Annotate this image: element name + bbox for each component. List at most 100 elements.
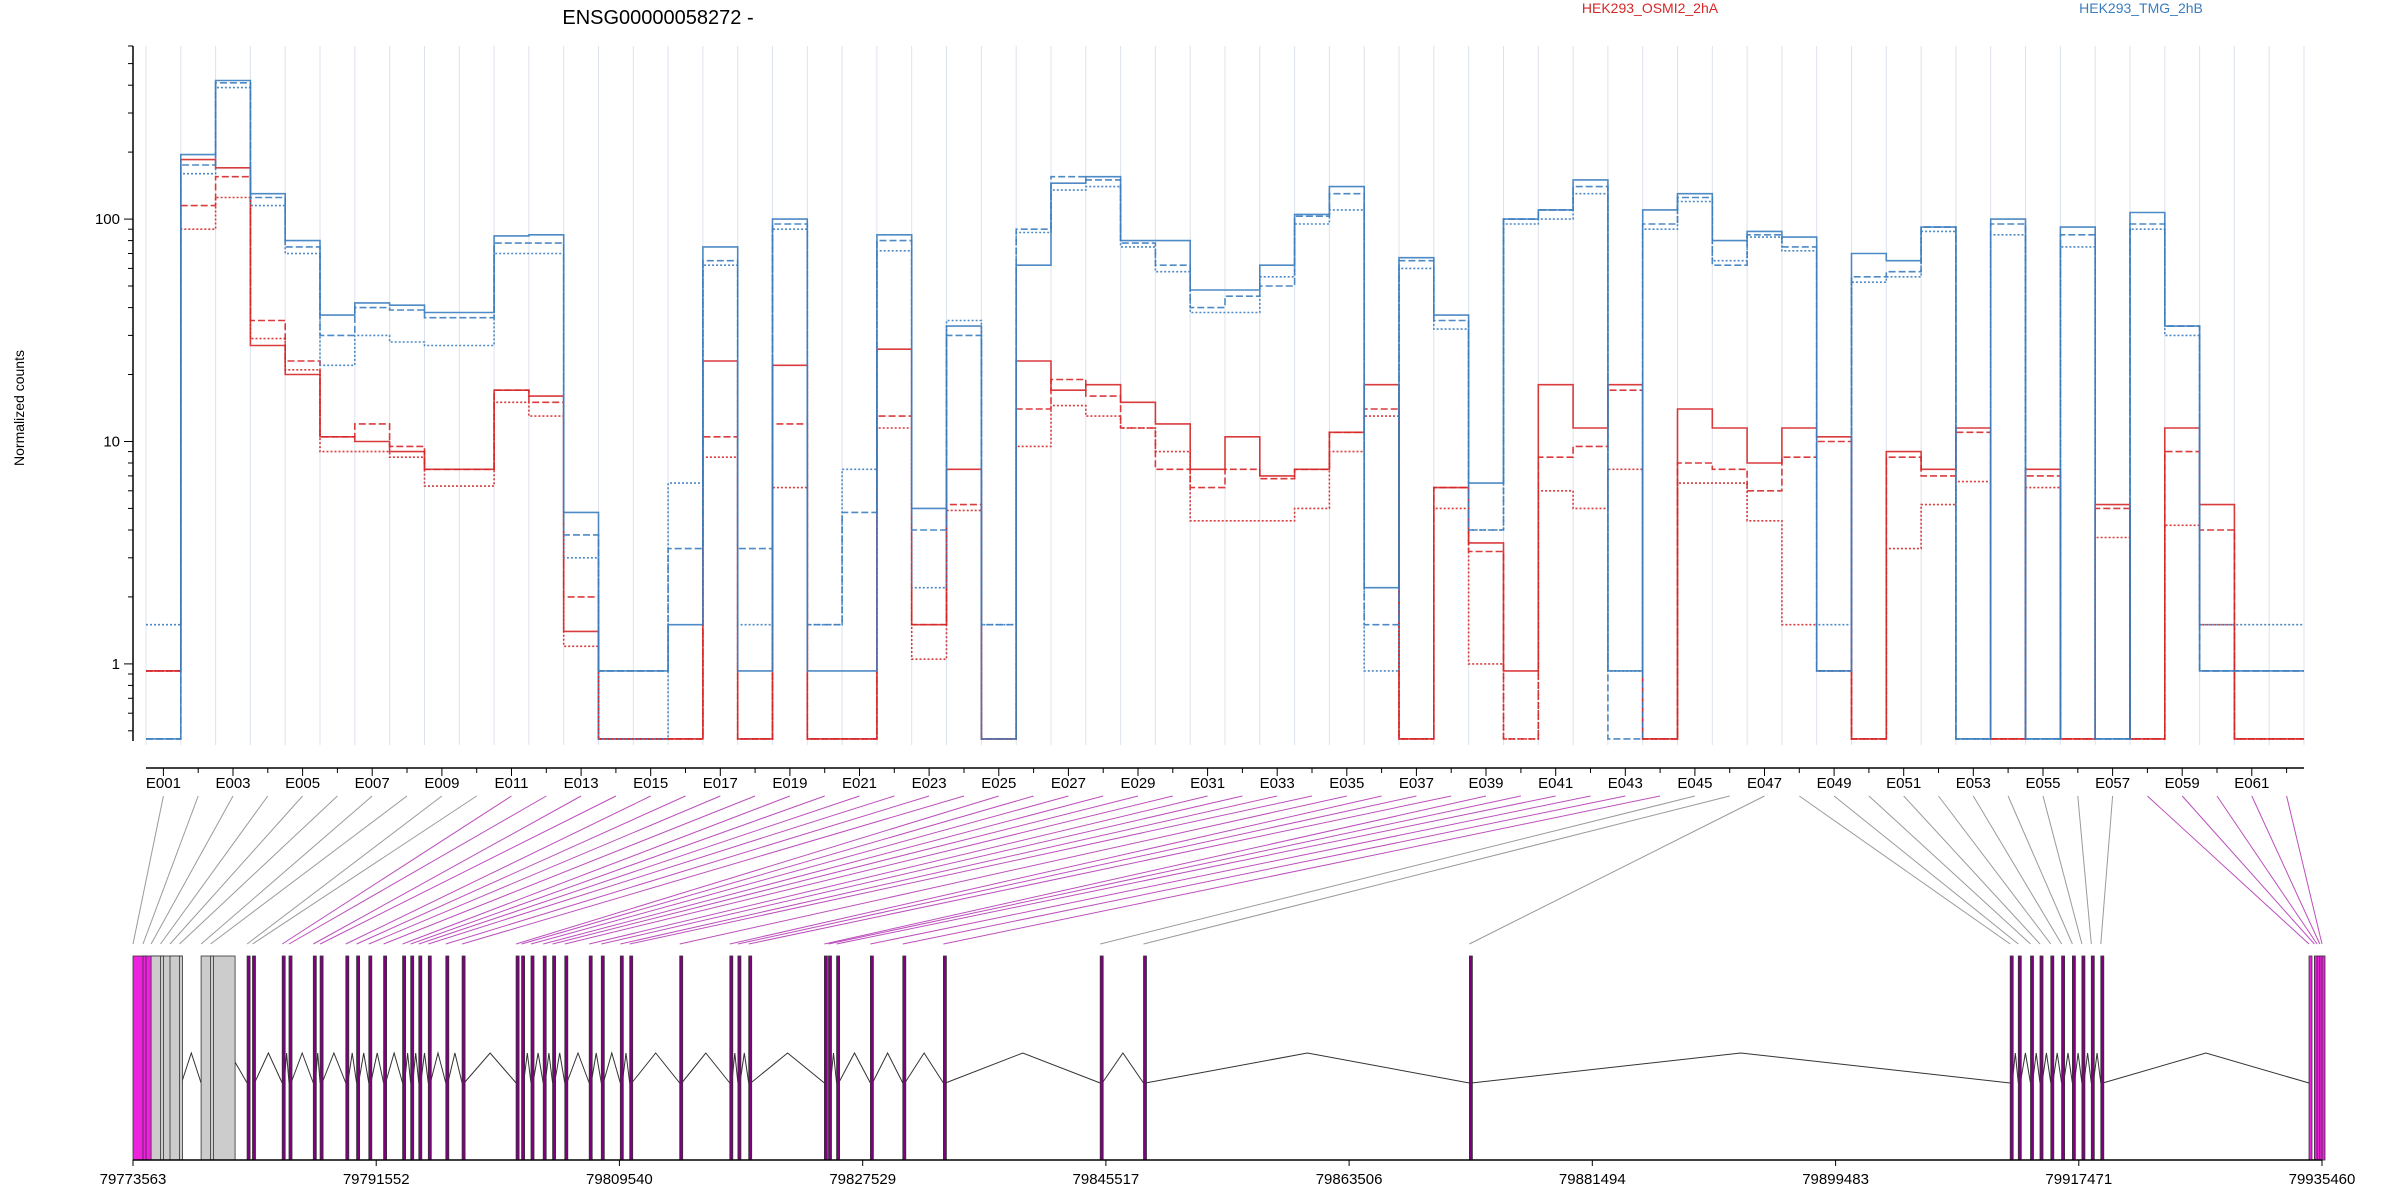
exon-tick-label: E009 (424, 775, 459, 792)
genomic-tick-label: 79827529 (829, 1171, 896, 1188)
exon-block (552, 955, 556, 1161)
exon-connector (210, 795, 408, 945)
genomic-tick-label: 79935460 (2289, 1171, 2356, 1188)
exon-connector (1143, 795, 1730, 945)
exon-block (345, 955, 350, 1161)
exon-connector (288, 795, 547, 945)
exon-connector (142, 795, 199, 945)
exon-connector (902, 795, 1626, 945)
exon-block (588, 955, 593, 1161)
intron-line (254, 1051, 283, 1084)
y-tick-label: 100 (95, 211, 120, 228)
intron-line (290, 1051, 314, 1084)
exon-block (427, 955, 432, 1161)
exon-tick-label: E013 (564, 775, 599, 792)
series-lines (146, 79, 2304, 740)
intron-line (532, 1052, 544, 1084)
exon-connectors (132, 795, 2323, 945)
exon-block (2061, 955, 2066, 1161)
y-axis: 1 10 100 (95, 45, 134, 741)
exon-block (600, 955, 605, 1161)
legend-osmi: HEK293_OSMI2_2hA (1582, 0, 1719, 16)
exon-connector (319, 795, 617, 945)
exon-block (515, 955, 520, 1161)
exon-block (2039, 955, 2044, 1161)
intron-line (590, 1052, 602, 1084)
y-tick-label: 10 (103, 434, 120, 451)
exon-block (2009, 955, 2014, 1161)
exon-connector (543, 795, 1104, 945)
exon-tick-label: E015 (633, 775, 668, 792)
intron-line (750, 1052, 825, 1084)
exon-block (521, 955, 525, 1161)
exon-block (445, 955, 450, 1161)
exon-connector (428, 795, 895, 945)
exon-connector (356, 795, 686, 945)
intron-line (1145, 1052, 1470, 1084)
gene-model (132, 955, 2326, 1161)
exon-block (210, 955, 215, 1161)
genomic-tick-label: 79809540 (586, 1171, 653, 1188)
intron-line (358, 1052, 370, 1084)
exon-connector (281, 795, 512, 945)
exon-connector (521, 795, 1034, 945)
exon-tick-label: E011 (495, 775, 529, 792)
exon-tick-label: E005 (285, 775, 320, 792)
intron-line (602, 1051, 621, 1084)
exon-block (1469, 955, 1473, 1161)
exon-block (679, 955, 684, 1161)
exon-connector (461, 795, 965, 945)
exon-tick-label: E023 (912, 775, 947, 792)
exon-block (729, 955, 734, 1161)
exon-tick-label: E025 (981, 775, 1016, 792)
exon-tick-label: E007 (355, 775, 390, 792)
grid-lines (145, 46, 2305, 745)
intron-line (2041, 1052, 2052, 1084)
exon-connector (2007, 795, 2073, 945)
exon-connector (620, 795, 1278, 945)
exon-connector (589, 795, 1208, 945)
exon-block (288, 955, 293, 1161)
intron-line (681, 1052, 731, 1084)
exon-connector (2077, 795, 2092, 945)
exon-tick-label: E003 (215, 775, 250, 792)
exon-block (418, 955, 423, 1161)
exon-block (356, 955, 361, 1161)
exon-block (312, 955, 317, 1161)
exon-tick-label: E033 (1260, 775, 1295, 792)
exon-connector (836, 795, 1556, 945)
exon-tick-label: E021 (842, 775, 877, 792)
exon-connector (679, 795, 1347, 945)
intron-line (1101, 1052, 1144, 1084)
intron-line (429, 1051, 447, 1084)
exon-block (402, 955, 407, 1161)
exon-connector (1469, 795, 1765, 945)
genomic-tick-label: 79845517 (1073, 1171, 1140, 1188)
exon-connector (824, 795, 1487, 945)
exon-block (252, 955, 256, 1161)
exon-block (2071, 955, 2076, 1161)
intron-line (2063, 1052, 2073, 1084)
exon-connector (729, 795, 1382, 945)
exon-connector (246, 795, 443, 945)
exon-block (2050, 955, 2055, 1161)
exon-block (629, 955, 634, 1161)
exon-block (319, 955, 324, 1161)
exon-connector (2181, 795, 2315, 945)
exon-block (828, 955, 832, 1161)
exon-tick-label: E019 (772, 775, 807, 792)
exon-block (943, 955, 947, 1161)
exon-tick-label: E043 (1608, 775, 1643, 792)
exon-block (619, 955, 624, 1161)
intron-line (945, 1052, 1101, 1084)
exon-connector (629, 795, 1313, 945)
exon-connector (2147, 795, 2310, 945)
exon-connector (2216, 795, 2318, 945)
exon-connector (1833, 795, 2019, 945)
exon-connector (252, 795, 477, 945)
exon-tick-label: E035 (1329, 775, 1364, 792)
exon-block (461, 955, 466, 1161)
exon-block (748, 955, 753, 1161)
exon-block (160, 955, 164, 1161)
exon-tick-label: E047 (1747, 775, 1782, 792)
